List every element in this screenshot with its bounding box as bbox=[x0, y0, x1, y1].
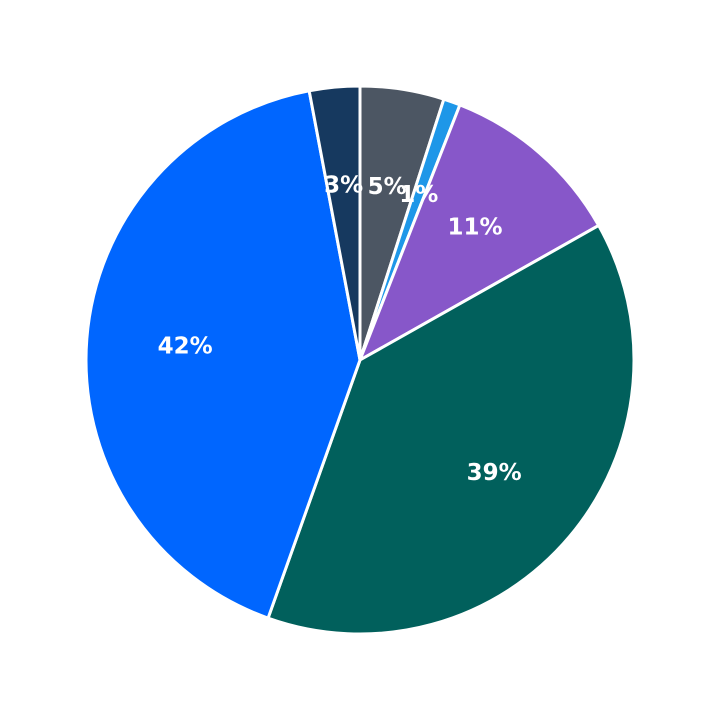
pie-slice-purple bbox=[358, 103, 601, 362]
pie-slice-teal bbox=[266, 223, 636, 636]
pie-slice-blue bbox=[84, 89, 362, 620]
pie-slice-navy bbox=[307, 84, 362, 362]
